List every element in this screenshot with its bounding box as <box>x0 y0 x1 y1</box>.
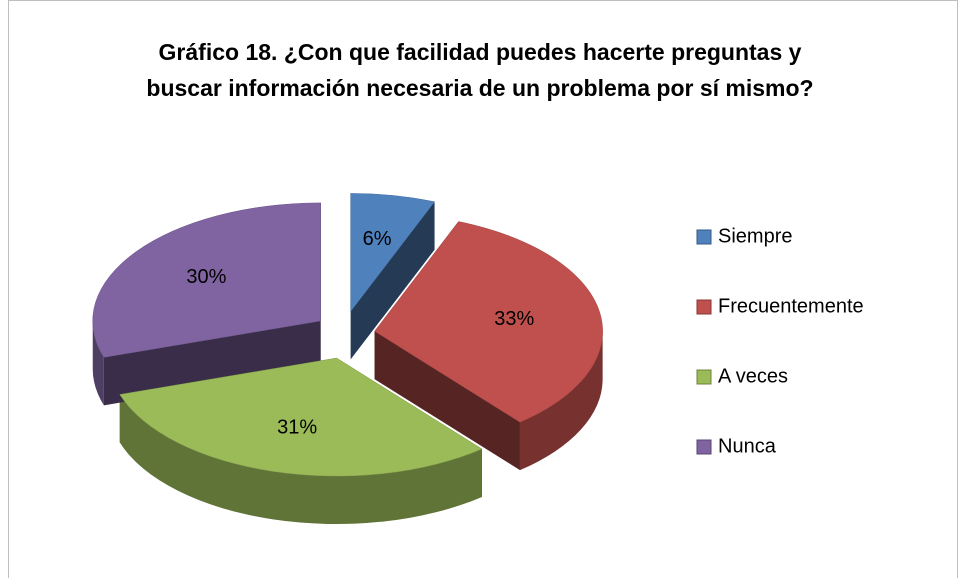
data-label: 30% <box>186 266 226 288</box>
legend-label: Nunca <box>718 435 777 457</box>
legend-swatch <box>696 369 712 385</box>
chart-title: Gráfico 18. ¿Con que facilidad puedes ha… <box>146 39 814 101</box>
slice-side <box>519 331 603 471</box>
slice-tops <box>92 193 603 477</box>
slice-side <box>119 394 482 525</box>
slice <box>119 357 483 477</box>
slice <box>92 202 321 358</box>
slice-wall <box>350 201 435 360</box>
slice <box>374 221 603 423</box>
chart-frame <box>8 0 958 578</box>
slice-wall <box>103 320 321 406</box>
slice-side <box>92 320 104 406</box>
data-label: 31% <box>277 417 317 439</box>
legend-swatch <box>696 299 712 315</box>
data-label: 6% <box>363 228 392 250</box>
legend-label: Siempre <box>718 225 792 247</box>
legend-label: A veces <box>718 365 788 387</box>
legend-swatch <box>696 229 712 245</box>
legend-label: Frecuentemente <box>718 295 864 317</box>
data-label: 33% <box>494 308 534 330</box>
legend-swatch <box>696 439 712 455</box>
slice-wall <box>374 331 520 471</box>
data-labels: 6% 33% 31% 30% <box>186 228 534 439</box>
slice <box>350 193 435 313</box>
legend: Siempre Frecuentemente A veces Nunca <box>696 225 864 457</box>
